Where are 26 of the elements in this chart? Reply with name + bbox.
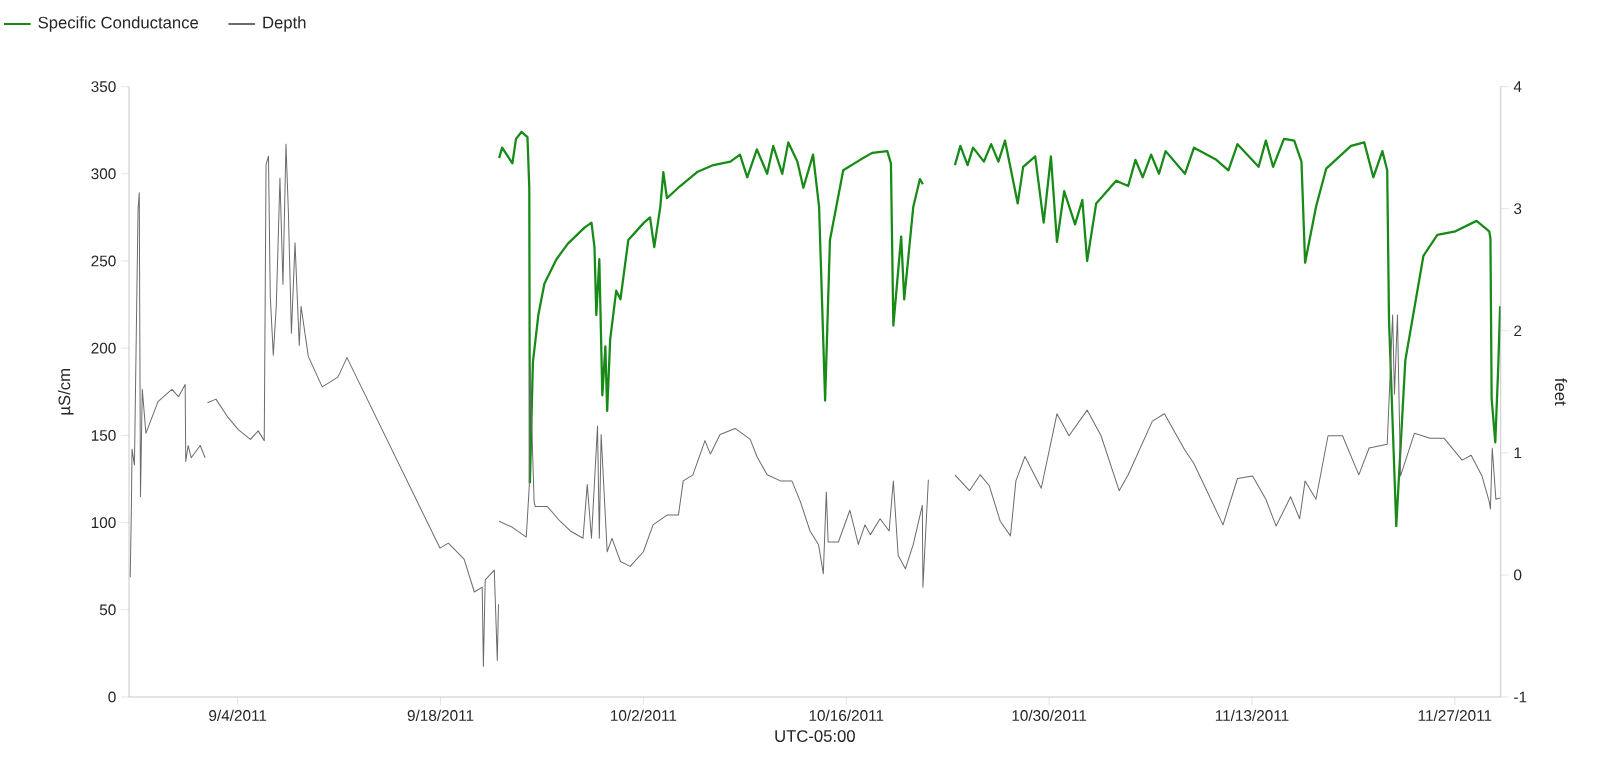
y2-tick-label: -1: [1514, 691, 1527, 703]
x-tick-label: 10/16/2011: [809, 709, 884, 721]
x-tick-label: 11/27/2011: [1418, 709, 1492, 721]
y2-axis-title: feet: [1554, 378, 1568, 406]
x-tick-label: 9/4/2011: [209, 709, 267, 721]
y-tick-label: 0: [108, 691, 116, 703]
y-tick-label: 300: [91, 168, 116, 180]
y2-tick-label: 2: [1514, 325, 1522, 337]
x-tick-label: 10/2/2011: [611, 709, 677, 721]
x-axis-title: UTC-05:00: [775, 730, 855, 742]
x-tick-label: 10/30/2011: [1012, 709, 1087, 721]
y-axis-title: µS/cm: [58, 369, 74, 415]
y2-tick-label: 0: [1514, 569, 1522, 581]
legend-label: Depth: [263, 16, 306, 32]
y-tick-label: 200: [91, 342, 116, 354]
y-tick-label: 350: [91, 81, 116, 93]
y2-tick-label: 1: [1514, 447, 1522, 459]
y-tick-label: 250: [91, 255, 116, 267]
y2-tick-label: 3: [1514, 203, 1522, 215]
y-tick-label: 50: [99, 604, 116, 616]
legend-label: Specific Conductance: [38, 16, 199, 32]
y-tick-label: 100: [91, 517, 116, 529]
x-tick-label: 9/18/2011: [407, 709, 474, 721]
y-tick-label: 150: [91, 429, 116, 441]
y2-tick-label: 4: [1513, 81, 1522, 92]
x-tick-label: 11/13/2011: [1215, 709, 1289, 721]
